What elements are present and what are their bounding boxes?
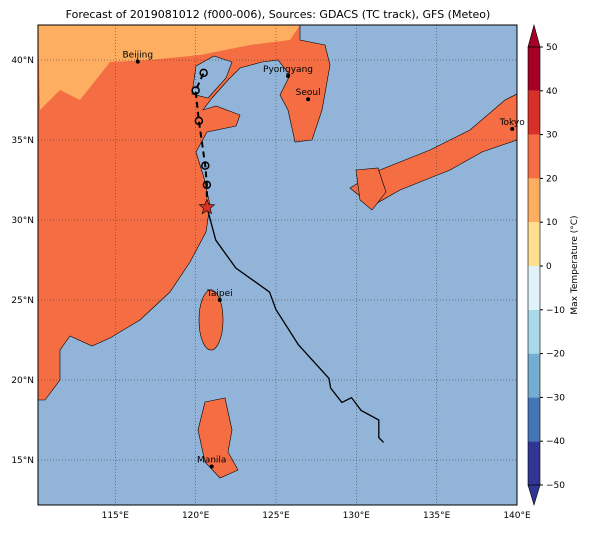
lat-tick-label: 30°N [11,216,34,226]
lon-tick-label: 115°E [102,511,130,521]
colorbar-bin [528,353,540,398]
colorbar-tick-label: −40 [546,437,565,447]
city-dot [217,298,222,303]
lat-tick-label: 35°N [11,136,34,146]
city-label: Taipei [206,289,233,299]
title: Forecast of 2019081012 (f000-006), Sourc… [66,8,491,21]
colorbar-extend-bottom [527,484,541,507]
map-frame [37,24,518,506]
colorbar-bin [528,47,540,91]
forecast-point [199,68,208,78]
tracks [191,68,385,443]
city-dot [135,59,140,64]
colorbar-bin [528,266,540,310]
luzon [197,397,239,479]
lat-tick-label: 25°N [11,296,34,306]
lon-tick-label: 125°E [262,511,290,521]
lon-tick-label: 135°E [423,511,451,521]
lat-tick-label: 40°N [11,56,34,66]
colorbar-bin [528,397,540,442]
japan [349,93,517,207]
taiwan [198,289,224,351]
forecast-point [191,86,200,95]
colorbar-bin [528,309,540,354]
city-dot [209,464,214,469]
mainland [38,25,331,401]
colorbar-tick-label: 50 [546,43,558,53]
warm-patch [38,25,300,110]
colorbar-tick-label: 10 [546,218,558,228]
city-label: Manila [197,455,227,465]
city-label: Seoul [296,88,321,98]
lon-tick-label: 120°E [182,511,210,521]
city-dot [306,97,311,102]
colorbar-bin [528,441,540,485]
lat-tick-label: 15°N [11,456,34,466]
kyushu [355,167,387,211]
colorbar-bin [528,90,540,135]
current-position [198,198,216,215]
city-label: Beijing [122,51,153,61]
lon-tick-label: 130°E [343,511,371,521]
lon-tick-label: 140°E [503,511,531,521]
bohai-sea [191,55,233,99]
forecast-point [202,180,212,190]
city-label: Pyongyang [263,65,313,75]
colorbar-tick-label: −20 [546,350,565,360]
city-label: Tokyo [499,118,526,128]
colorbar-label: Max Temperature (°C) [570,215,580,314]
colorbar-tick-label: 40 [546,87,558,97]
forecast-point [194,116,204,126]
colorbar-bin [528,178,540,223]
colorbar-bin [528,222,540,266]
colorbar-tick-label: −30 [546,393,565,403]
city-dot [286,74,291,79]
graticule [38,25,517,505]
lat-tick-label: 20°N [11,376,34,386]
colorbar-tick-label: 20 [546,174,558,184]
colorbar-bin [528,134,540,179]
city-dot [510,126,515,131]
past-track [207,209,385,443]
colorbar-extend-top [527,23,541,48]
colorbar-tick-label: −10 [546,306,565,316]
colorbar-tick-label: −50 [546,481,565,491]
forecast-point [201,161,210,170]
colorbar-tick-label: 0 [546,262,552,272]
colorbar-tick-label: 30 [546,131,558,141]
map-area [38,25,517,505]
